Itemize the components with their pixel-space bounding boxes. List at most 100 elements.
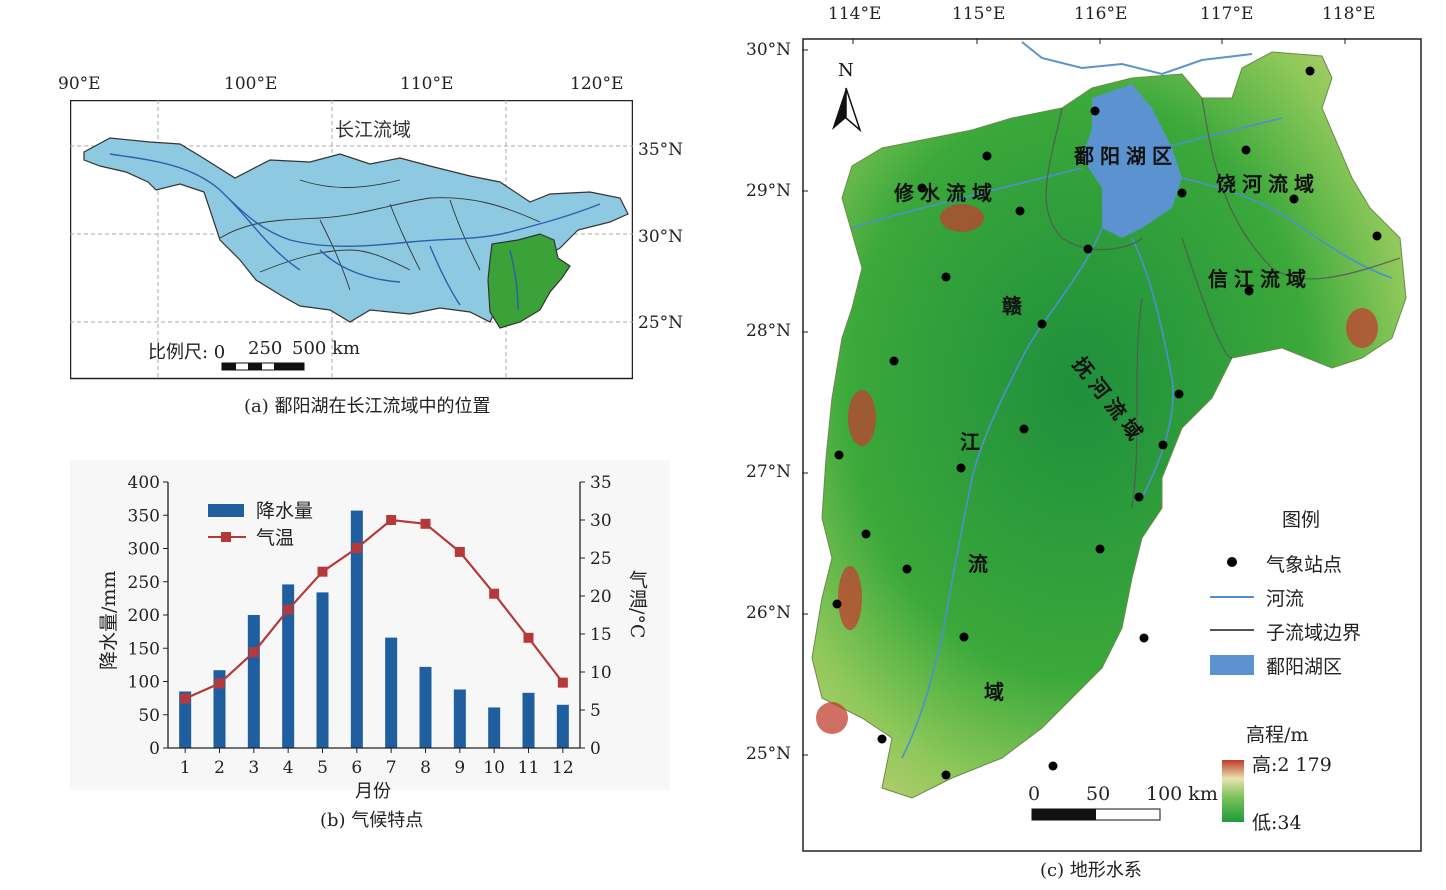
c-lat-27: 27°N: [746, 462, 792, 482]
precip-bar: [488, 707, 501, 748]
xtick-label: 8: [420, 758, 431, 778]
north-label: N: [838, 60, 854, 81]
c-lon-118: 118°E: [1322, 4, 1376, 24]
temp-point: [557, 677, 568, 688]
temp-point: [420, 518, 431, 529]
legend-lake-symbol: [1210, 655, 1254, 675]
precip-bar: [350, 510, 363, 748]
xtick-label: 10: [483, 758, 505, 778]
c-lon-114: 114°E: [828, 4, 882, 24]
legend-swatch-precip: [208, 504, 244, 517]
label-xinjiang: 信江流域: [1208, 267, 1312, 291]
scale-bar-a: [221, 362, 305, 371]
ylabel-left: 降水量/mm: [98, 570, 120, 670]
xtick-label: 3: [248, 758, 259, 778]
c-lat-28: 28°N: [746, 321, 792, 341]
label-gan-2: 江: [960, 430, 986, 454]
basin-label: 长江流域: [335, 119, 411, 141]
temp-point: [214, 678, 225, 689]
ganjiang-river: [901, 227, 1103, 759]
precip-bar: [522, 692, 535, 748]
yangtze-river: [1021, 41, 1253, 76]
ytick-right-label: 35: [590, 473, 612, 493]
c-lon-115: 115°E: [952, 4, 1006, 24]
ytick-right-label: 0: [590, 739, 601, 759]
chart-legend: 降水量 气温: [208, 500, 313, 549]
temp-point: [351, 543, 362, 554]
precip-bar: [316, 592, 329, 748]
label-raohe: 饶河流域: [1216, 172, 1320, 196]
ytick-left-label: 0: [149, 739, 160, 759]
xtick-label: 12: [552, 758, 574, 778]
ytick-right-label: 10: [590, 663, 612, 683]
scale-500km: 500 km: [292, 338, 361, 359]
label-xiushui: 修水流域: [894, 181, 998, 205]
ytick-right-label: 20: [590, 587, 612, 607]
precip-bar: [556, 704, 569, 748]
legend-station-symbol: [1227, 557, 1237, 567]
lon-tick-100: 100°E: [224, 74, 278, 94]
caption-c: (c) 地形水系: [1040, 860, 1142, 881]
ytick-left-label: 350: [128, 506, 160, 526]
legend-river: 河流: [1266, 588, 1305, 610]
ytick-right-label: 30: [590, 511, 612, 531]
label-gan-4: 域: [984, 680, 1010, 704]
lon-tick-120: 120°E: [570, 74, 624, 94]
poyang-lake-shape: [1082, 84, 1182, 238]
c-lat-26: 26°N: [746, 603, 792, 623]
precip-bar: [213, 670, 226, 748]
jiangxi-terrain: [811, 51, 1407, 799]
precip-bar: [453, 689, 466, 748]
label-gan-1: 赣: [1002, 294, 1028, 318]
poyang-basin-shape: [487, 233, 571, 329]
temp-point: [283, 604, 294, 615]
ytick-left-label: 300: [128, 540, 160, 560]
ytick-right-label: 15: [590, 625, 612, 645]
temp-point: [523, 632, 534, 643]
precip-bar: [385, 637, 398, 748]
legend-label-precip: 降水量: [256, 500, 313, 522]
caption-b: (b) 气候特点: [320, 810, 424, 831]
legend-boundary: 子流域边界: [1266, 622, 1362, 644]
xtick-label: 2: [214, 758, 225, 778]
lon-tick-90: 90°E: [58, 74, 101, 94]
elevation-colorbar: [1222, 760, 1244, 822]
temp-point: [317, 566, 328, 577]
ytick-left-label: 150: [128, 639, 160, 659]
xlabel: 月份: [355, 781, 391, 802]
c-lat-29: 29°N: [746, 181, 792, 201]
north-arrow: [832, 87, 862, 133]
scale-c-0: 0: [1028, 783, 1041, 805]
legend-title: 图例: [1282, 509, 1321, 531]
xtick-label: 7: [386, 758, 397, 778]
map-legend: [1031, 557, 1254, 822]
elevation-title: 高程/m: [1246, 724, 1309, 746]
precip-bar: [179, 691, 192, 748]
precip-bar: [419, 666, 432, 748]
xtick-label: 5: [317, 758, 328, 778]
xtick-label: 1: [180, 758, 191, 778]
yangtze-basin-map: 长江流域: [70, 100, 633, 380]
temp-point: [386, 515, 397, 525]
ytick-right-label: 5: [590, 701, 601, 721]
xtick-label: 9: [454, 758, 465, 778]
c-lat-30: 30°N: [746, 40, 792, 60]
legend-label-temp: 气温: [256, 527, 294, 549]
temp-point: [180, 693, 191, 704]
ytick-left-label: 50: [138, 706, 160, 726]
legend-lake: 鄱阳湖区: [1266, 656, 1343, 678]
scale-250: 250: [248, 338, 283, 359]
temp-line: [184, 518, 564, 700]
lat-tick-25: 25°N: [638, 313, 684, 333]
temp-point: [248, 647, 259, 658]
ytick-left-label: 200: [128, 606, 160, 626]
terrain-map: N: [802, 38, 1422, 852]
ytick-right-label: 25: [590, 549, 612, 569]
temp-point: [454, 546, 465, 557]
ylabel-right: 气温/°C: [626, 570, 648, 639]
scale-c-50: 50: [1086, 783, 1111, 805]
ytick-left-label: 100: [128, 673, 160, 693]
lat-tick-30: 30°N: [638, 227, 684, 247]
elevation-high: 高:2 179: [1252, 754, 1332, 776]
c-lon-117: 117°E: [1200, 4, 1254, 24]
